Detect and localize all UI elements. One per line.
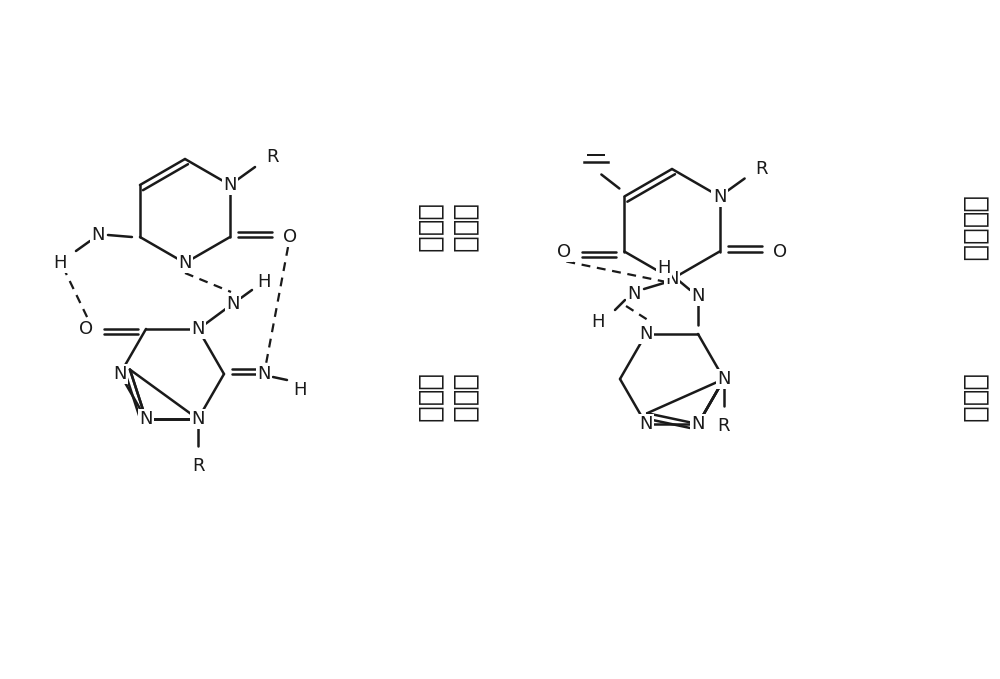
Text: N: N	[91, 226, 105, 244]
Text: H: H	[293, 381, 307, 399]
Text: R: R	[266, 148, 278, 166]
Text: N: N	[223, 176, 237, 194]
Text: N: N	[113, 365, 127, 383]
Text: H: H	[257, 273, 271, 291]
Text: N: N	[691, 287, 705, 305]
Text: N: N	[226, 295, 240, 313]
Text: 胸腺嘚垄: 胸腺嘚垄	[961, 196, 989, 262]
Text: H: H	[657, 259, 671, 277]
Text: N: N	[191, 320, 205, 338]
Text: N: N	[191, 410, 205, 428]
Text: R: R	[755, 160, 768, 177]
Text: R: R	[192, 457, 204, 475]
Text: 鸟嘚垄: 鸟嘚垄	[451, 374, 479, 424]
Text: H: H	[53, 254, 67, 272]
Text: 鸟嘚垄: 鸟嘚垄	[416, 374, 444, 424]
Text: N: N	[717, 370, 731, 388]
Text: N: N	[627, 285, 641, 303]
Text: O: O	[79, 320, 93, 338]
Text: O: O	[773, 242, 787, 261]
Text: N: N	[139, 410, 153, 428]
Text: 胞嘚垄: 胞嘚垄	[451, 204, 479, 254]
Text: N: N	[639, 415, 653, 433]
Text: R: R	[718, 417, 730, 435]
Text: N: N	[665, 270, 679, 288]
Text: N: N	[178, 254, 192, 272]
Text: H: H	[591, 313, 605, 331]
Text: N: N	[713, 187, 726, 206]
Text: O: O	[283, 228, 297, 246]
Text: O: O	[557, 242, 571, 261]
Text: 胞嘚垄: 胞嘚垄	[416, 204, 444, 254]
Text: 腺嘚垄: 腺嘚垄	[961, 374, 989, 424]
Text: N: N	[257, 365, 271, 383]
Text: N: N	[691, 415, 705, 433]
Text: N: N	[639, 325, 653, 343]
